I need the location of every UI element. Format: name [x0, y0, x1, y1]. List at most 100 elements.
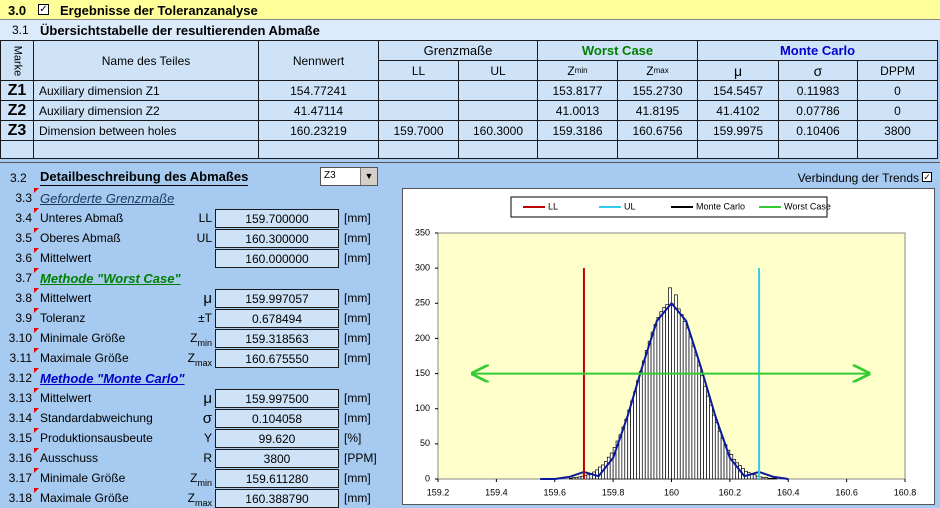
table-cell: 0.11983	[778, 80, 858, 101]
histogram-bar	[773, 477, 777, 480]
comment-marker	[34, 448, 39, 453]
comment-marker	[34, 228, 39, 233]
table-cell: 41.47114	[258, 100, 379, 121]
symbol-text: Y	[203, 431, 212, 445]
subheader-bar	[0, 20, 940, 40]
group-text: Monte Carlo	[779, 43, 856, 58]
value-text: 159.997500	[245, 391, 309, 406]
value-text: 159.611280	[245, 471, 309, 486]
dropdown-button[interactable]: ▼	[360, 168, 377, 185]
x-tick-label: 160.6	[835, 487, 858, 497]
unit: [mm]	[344, 411, 371, 425]
table-cell: 159.9975	[697, 120, 779, 141]
table-cell: 154.5457	[697, 80, 779, 101]
cell-text: 0.11983	[796, 83, 840, 98]
column-header: σ	[778, 60, 858, 81]
histogram-bar	[688, 336, 693, 480]
column-header: Name des Teiles	[33, 40, 259, 81]
histogram-bar	[577, 476, 582, 480]
symbol-text: ±T	[198, 311, 212, 325]
histogram-bar	[639, 371, 643, 480]
histogram-bar	[674, 294, 678, 480]
histogram-bar	[712, 414, 716, 480]
section-number: 3.2	[10, 171, 27, 185]
cell-text: 155.2730	[632, 83, 683, 98]
table-cell: Z2	[0, 100, 34, 121]
group-text: Grenzmaße	[423, 43, 493, 58]
checkbox[interactable]: ✓	[922, 172, 932, 182]
x-tick-label: 159.4	[485, 487, 508, 497]
x-tick-label: 159.2	[427, 487, 450, 497]
line-number: 3.15	[8, 431, 32, 445]
header-subscript: min	[574, 66, 588, 75]
comment-marker	[34, 208, 39, 213]
histogram-bar	[624, 418, 629, 480]
value-text: 0.678494	[251, 311, 303, 326]
page-title: Ergebnisse der Toleranzanalyse	[60, 2, 258, 18]
checkbox[interactable]: ✓	[38, 4, 49, 15]
y-tick-label: 100	[415, 403, 430, 413]
comment-marker	[34, 428, 39, 433]
table-cell: Z3	[0, 120, 34, 141]
histogram-bar	[691, 345, 696, 480]
comment-marker	[34, 288, 39, 293]
symbol-text: R	[203, 451, 212, 465]
line-symbol: LL	[199, 208, 212, 228]
group-header: Grenzmaße	[378, 40, 538, 61]
histogram-bar	[714, 422, 719, 480]
table-cell	[378, 100, 459, 121]
line-symbol: μ	[203, 288, 212, 308]
histogram-bar	[682, 321, 687, 480]
histogram-bar	[676, 308, 681, 480]
header-text: Name des Teiles	[101, 53, 191, 68]
histogram-bar	[630, 400, 634, 480]
table-cell	[617, 140, 698, 159]
histogram-bar	[606, 456, 611, 480]
symbol-subscript: max	[194, 358, 212, 368]
value-box: 0.104058	[215, 409, 339, 428]
histogram-bar	[709, 404, 713, 480]
cell-text: 0.10406	[796, 123, 840, 138]
table-cell: 160.3000	[458, 120, 538, 141]
unit: [mm]	[344, 311, 371, 325]
unit: [mm]	[344, 491, 371, 505]
histogram-bar	[647, 340, 652, 480]
comment-marker	[34, 248, 39, 253]
group-header: Monte Carlo	[697, 40, 938, 61]
value-box: 0.678494	[215, 309, 339, 328]
table-cell	[458, 140, 538, 159]
table-cell: Auxiliary dimension Z1	[33, 80, 259, 101]
line-symbol: ±T	[198, 308, 212, 328]
row-mark: Z3	[7, 121, 27, 139]
cell-text: 0	[894, 103, 901, 118]
dropdown[interactable]: Z3 ▼	[320, 167, 378, 186]
histogram-bar	[641, 360, 646, 480]
value-box: 160.300000	[215, 229, 339, 248]
unit: [PPM]	[344, 451, 377, 465]
table-cell	[378, 140, 459, 159]
unit: [mm]	[344, 291, 371, 305]
unit: [mm]	[344, 331, 371, 345]
line-label: Oberes Abmaß	[40, 231, 121, 245]
group-header: Worst Case	[537, 40, 698, 61]
x-tick-label: 159.8	[602, 487, 625, 497]
legend-label: UL	[624, 201, 636, 211]
table-cell: 0	[857, 100, 938, 121]
cell-text: 0.07786	[796, 103, 840, 118]
histogram-bar	[720, 437, 725, 480]
histogram-bar	[571, 477, 576, 480]
value-box: 3800	[215, 449, 339, 468]
cell-text: 159.3186	[552, 123, 603, 138]
histogram-bar	[568, 477, 573, 480]
header-symbol: Z	[567, 63, 575, 78]
table-cell	[537, 140, 618, 159]
table-cell	[33, 140, 259, 159]
symbol-text: Z	[187, 491, 195, 505]
value-text: 0.104058	[251, 411, 303, 426]
table-cell	[0, 140, 34, 159]
header-symbol: Z	[646, 63, 654, 78]
cell-text: 3800	[884, 123, 911, 138]
histogram-bar	[668, 287, 672, 480]
